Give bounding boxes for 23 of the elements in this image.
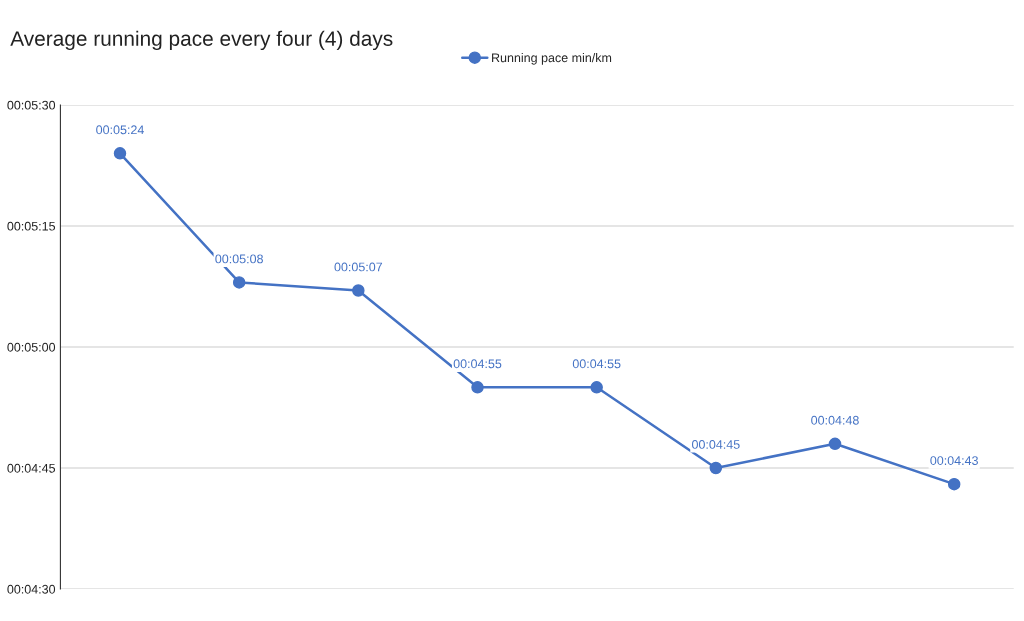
y-tick-label: 00:04:30: [7, 584, 56, 594]
data-label: 00:04:55: [453, 359, 502, 369]
data-label: 00:05:24: [96, 125, 144, 135]
point: [113, 147, 127, 160]
y-tick-label: 00:05:00: [7, 342, 56, 352]
data-label: 00:04:55: [572, 359, 621, 369]
data-label: 00:04:45: [692, 440, 740, 449]
y-tick-label: 00:05:15: [7, 221, 56, 231]
legend-label: Running pace min/km: [492, 53, 612, 65]
data-label: 00:05:08: [215, 254, 263, 264]
point: [828, 437, 842, 451]
data-label: 00:05:07: [334, 262, 383, 272]
point: [471, 381, 484, 394]
data-label: 00:04:48: [811, 415, 859, 425]
y-tick-label: 00:05:30: [7, 100, 56, 110]
chart-title: Average running pace every four (4) days: [10, 30, 393, 51]
point: [232, 276, 246, 289]
point: [947, 477, 961, 491]
point: [709, 461, 723, 475]
point: [352, 284, 365, 297]
point: [590, 381, 603, 394]
data-label: 00:04:43: [930, 456, 978, 465]
y-tick-label: 00:04:45: [7, 463, 56, 473]
